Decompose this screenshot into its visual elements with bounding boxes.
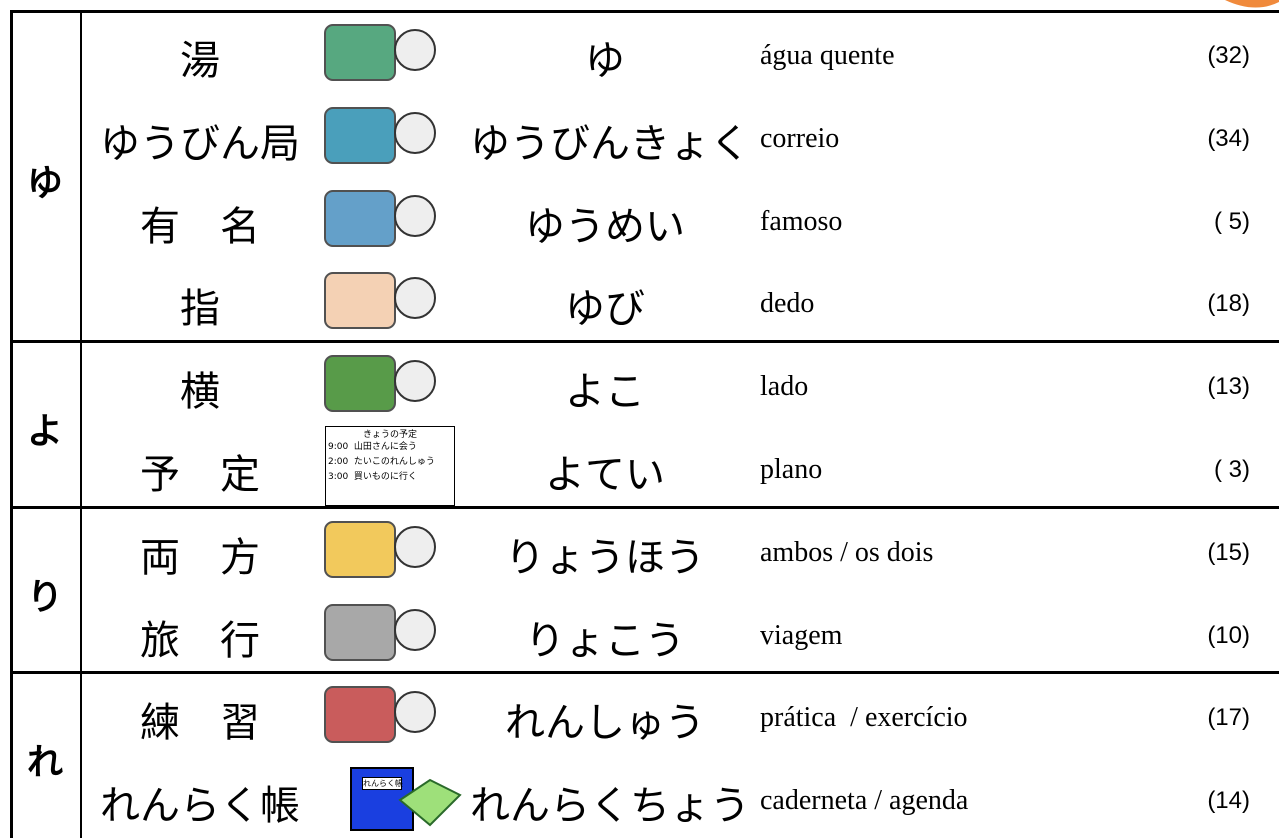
border-left: [10, 10, 13, 838]
meaning: correio: [760, 122, 840, 154]
clipart: [324, 106, 436, 164]
clipart: [324, 272, 436, 330]
group-divider: [80, 10, 82, 838]
word: れんらく帳: [100, 783, 300, 829]
corner-decor: [1225, 0, 1279, 8]
meaning: dedo: [760, 288, 815, 320]
meaning: famoso: [760, 205, 843, 237]
page-ref: (17): [1207, 704, 1250, 732]
meaning: prática / exercício: [760, 702, 968, 734]
book-icon: [398, 779, 462, 827]
reading: りょうほう: [505, 534, 705, 580]
page-ref: ( 5): [1214, 207, 1250, 235]
page-ref: ( 3): [1214, 456, 1250, 483]
word: 指: [180, 286, 220, 332]
page-ref: (13): [1207, 373, 1250, 401]
word: 予 定: [140, 452, 260, 497]
meaning: água quente: [760, 40, 895, 71]
reading: よこ: [565, 369, 645, 415]
clipart: [324, 520, 436, 578]
clipart: [324, 24, 436, 81]
notebook-label: れんらく帳: [362, 777, 403, 791]
clipart: [324, 686, 436, 744]
reading: ゆうびんきょく: [470, 120, 750, 166]
clipart: [324, 355, 436, 413]
word: 練 習: [140, 700, 260, 746]
meaning: ambos / os dois: [760, 536, 934, 568]
word: 有 名: [140, 203, 260, 249]
group-letter: れ: [26, 741, 63, 783]
page-ref: (14): [1207, 787, 1250, 815]
reading: ゆび: [565, 286, 645, 332]
word: 横: [180, 369, 220, 415]
reading: よてい: [545, 452, 665, 497]
schedule-line: 3:00 買いものに行く: [328, 472, 417, 482]
reading: ゆ: [585, 38, 625, 83]
group-letter: り: [26, 575, 63, 617]
meaning: caderneta / agenda: [760, 785, 969, 817]
group-separator: [10, 340, 1279, 344]
reading: りょこう: [525, 617, 685, 663]
schedule-title: きょうの予定: [362, 430, 417, 440]
group-letter: ゆ: [26, 161, 63, 203]
meaning: plano: [760, 454, 823, 485]
page-ref: (15): [1207, 538, 1250, 566]
word: ゆうびん局: [100, 120, 300, 166]
group-separator: [10, 505, 1279, 509]
reading: れんしゅう: [505, 700, 705, 746]
clipart: [324, 603, 436, 661]
meaning: viagem: [760, 619, 843, 651]
schedule-box: きょうの予定 9:00 山田さんに会う 2:00 たいこのれんしゅう 3:00 買いも…: [325, 426, 455, 506]
group-letter: よ: [26, 410, 63, 451]
page-ref: (10): [1207, 621, 1250, 649]
border-top: [10, 10, 1279, 13]
page-ref: (32): [1207, 42, 1250, 69]
clipart: [324, 189, 436, 247]
meaning: lado: [760, 371, 809, 403]
notebook: れんらく帳: [350, 767, 414, 832]
reading: れんらくちょう: [470, 783, 750, 829]
word: 両 方: [140, 534, 260, 580]
schedule-line: 9:00 山田さんに会う: [328, 442, 417, 452]
word: 湯: [180, 38, 220, 83]
page-ref: (34): [1207, 124, 1250, 152]
page-ref: (18): [1207, 290, 1250, 318]
reading: ゆうめい: [525, 203, 685, 249]
word: 旅 行: [140, 617, 260, 663]
group-separator: [10, 671, 1279, 675]
schedule-line: 2:00 たいこのれんしゅう: [328, 457, 435, 467]
